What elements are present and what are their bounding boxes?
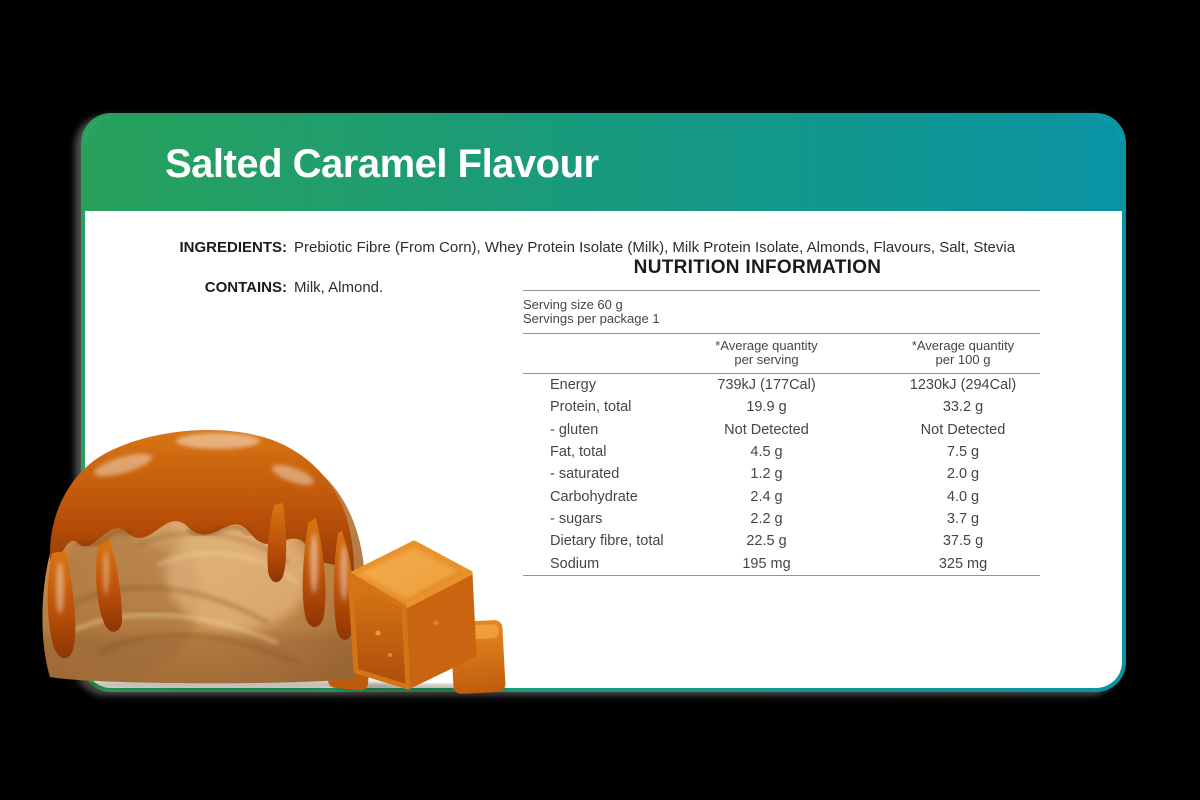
serving-info: Serving size 60 g Servings per package 1 — [523, 290, 1040, 334]
nutrient-label: - gluten — [550, 421, 599, 438]
nutrition-row: Sodium 195 mg 325 mg — [523, 552, 1040, 574]
nutrition-rows: Energy 739kJ (177Cal) 1230kJ (294Cal) Pr… — [523, 374, 1040, 576]
serving-size: Serving size 60 g — [523, 297, 623, 312]
value-per-100g: 1230kJ (294Cal) — [909, 377, 1017, 394]
value-per-serving: 19.9 g — [746, 399, 787, 416]
nutrient-label: Sodium — [550, 555, 600, 572]
nutrition-panel: NUTRITION INFORMATION Serving size 60 g … — [523, 257, 1040, 576]
value-per-100g: 37.5 g — [942, 533, 984, 550]
value-per-serving: 739kJ (177Cal) — [717, 377, 816, 394]
value-per-serving: Not Detected — [724, 421, 809, 438]
nutrient-label: - sugars — [550, 510, 603, 527]
nutrient-label: Energy — [550, 377, 596, 394]
column-spacer — [523, 339, 665, 366]
ingredients-label: INGREDIENTS: — [179, 239, 287, 256]
value-per-100g: 7.5 g — [946, 444, 980, 461]
card-header: Salted Caramel Flavour — [85, 117, 1122, 211]
nutrition-row: Dietary fibre, total 22.5 g 37.5 g — [523, 530, 1040, 552]
nutrient-label: Carbohydrate — [550, 488, 638, 505]
contains-value: Milk, Almond. — [294, 279, 384, 296]
value-per-100g: 33.2 g — [942, 399, 984, 416]
servings-per-package: Servings per package 1 — [523, 310, 660, 326]
nutrient-label: Fat, total — [550, 444, 607, 461]
value-per-serving: 2.4 g — [750, 488, 783, 505]
value-per-serving: 1.2 g — [750, 466, 783, 483]
column-per-serving: *Average quantity per serving — [715, 338, 818, 367]
ingredients-section: INGREDIENTS: Prebiotic Fibre (From Corn)… — [85, 238, 1122, 297]
value-per-100g: 4.0 g — [946, 488, 980, 505]
nutrition-row: Protein, total 19.9 g 33.2 g — [523, 396, 1040, 418]
product-card: Salted Caramel Flavour INGREDIENTS: Preb… — [81, 113, 1126, 692]
nutrition-row: Energy 739kJ (177Cal) 1230kJ (294Cal) — [523, 374, 1040, 396]
value-per-100g: 2.0 g — [946, 466, 980, 483]
nutrition-row: - gluten Not Detected Not Detected — [523, 419, 1040, 441]
nutrition-row: Carbohydrate 2.4 g 4.0 g — [523, 485, 1040, 507]
value-per-serving: 4.5 g — [750, 444, 783, 461]
value-per-serving: 2.2 g — [750, 510, 783, 527]
contains-row: CONTAINS: Milk, Almond. — [85, 278, 1122, 297]
product-title: Salted Caramel Flavour — [165, 142, 599, 186]
nutrient-label: - saturated — [550, 466, 620, 483]
value-per-100g: Not Detected — [920, 421, 1006, 438]
nutrient-label: Dietary fibre, total — [550, 533, 664, 550]
nutrition-row: - saturated 1.2 g 2.0 g — [523, 463, 1040, 485]
ingredients-value: Prebiotic Fibre (From Corn), Whey Protei… — [294, 239, 1016, 256]
contains-label: CONTAINS: — [204, 279, 287, 296]
value-per-100g: 325 mg — [938, 555, 988, 572]
nutrition-column-headers: *Average quantity per serving *Average q… — [523, 334, 1040, 374]
nutrition-row: - sugars 2.2 g 3.7 g — [523, 508, 1040, 530]
value-per-100g: 3.7 g — [946, 510, 980, 527]
nutrition-row: Fat, total 4.5 g 7.5 g — [523, 441, 1040, 463]
value-per-serving: 195 mg — [742, 555, 791, 572]
ice-cream-image — [42, 430, 508, 694]
column-per-100g: *Average quantity per 100 g — [911, 338, 1015, 367]
value-per-serving: 22.5 g — [746, 533, 787, 550]
ingredients-row: INGREDIENTS: Prebiotic Fibre (From Corn)… — [85, 238, 1122, 257]
nutrition-title: NUTRITION INFORMATION — [633, 257, 882, 278]
nutrient-label: Protein, total — [550, 399, 632, 416]
